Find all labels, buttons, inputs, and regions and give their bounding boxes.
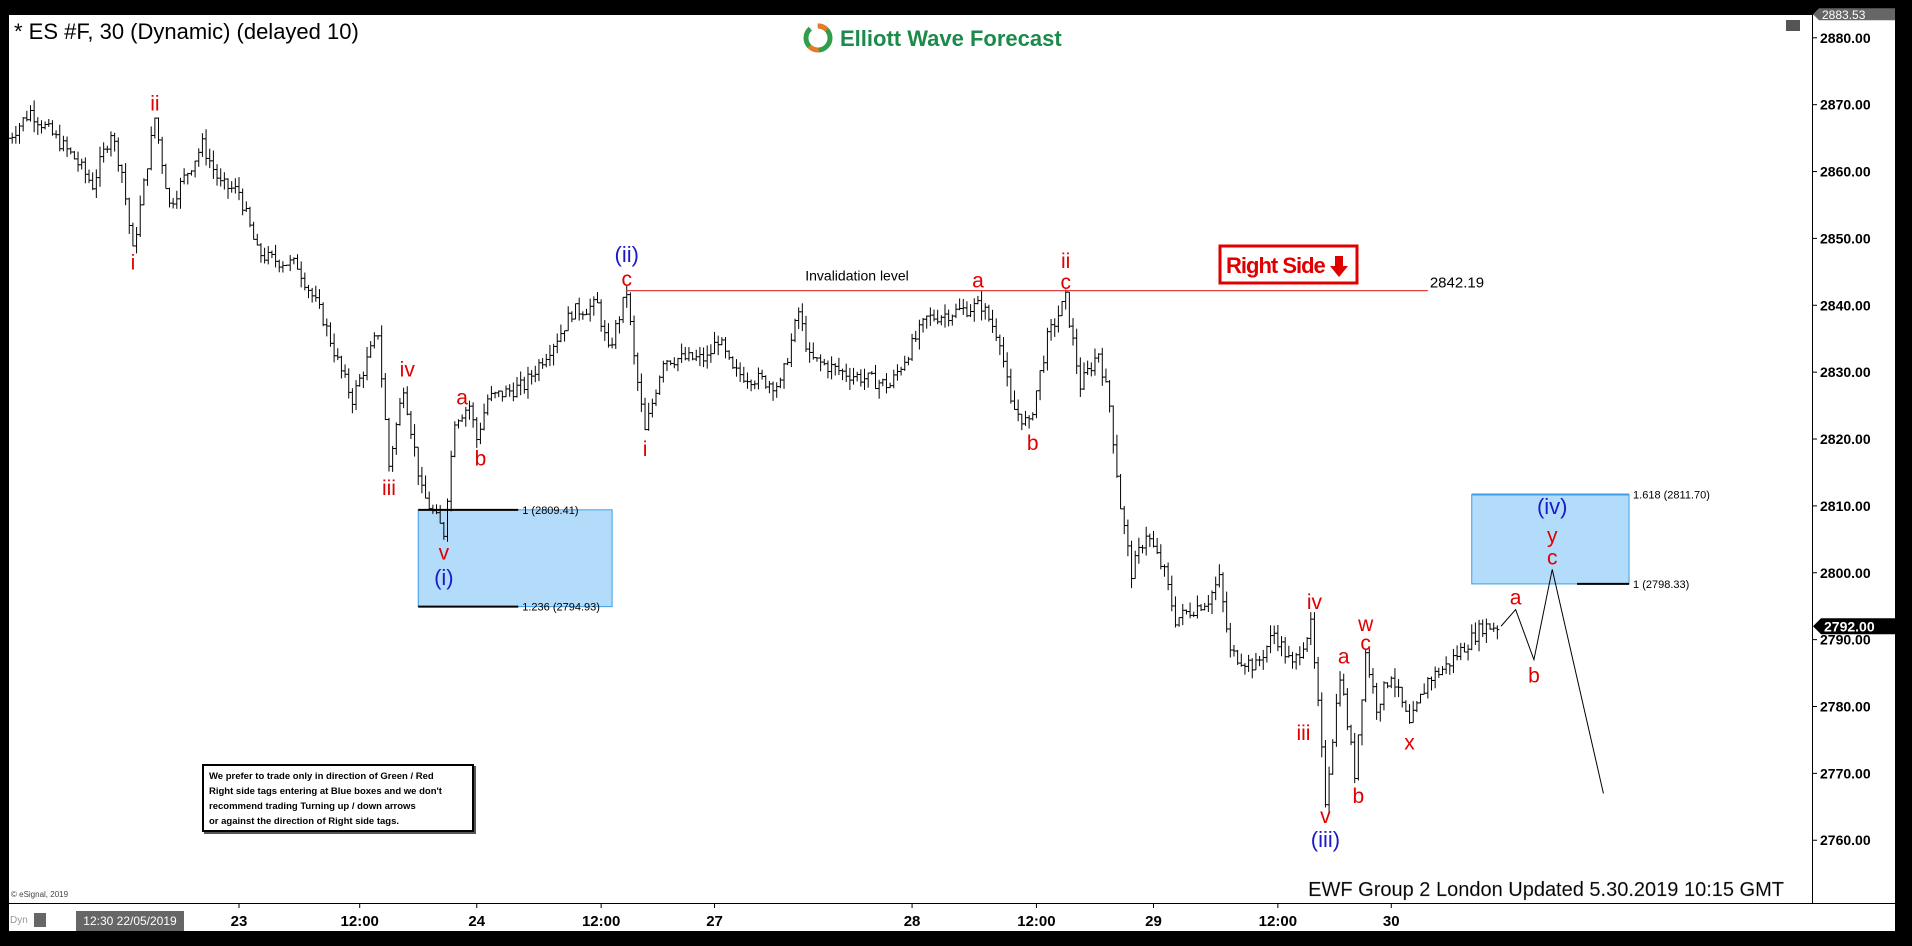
dyn-toggle-icon[interactable]	[34, 913, 46, 927]
wave-label: b	[1027, 432, 1039, 455]
note-line: recommend trading Turning up / down arro…	[209, 801, 416, 812]
wave-label: b	[1352, 785, 1364, 808]
wave-label: i	[131, 251, 136, 274]
time-axis	[9, 904, 1895, 931]
wave-label: a	[456, 387, 468, 410]
x-tick-label: 12:00	[341, 913, 379, 930]
y-tick-label: 2770.00	[1820, 765, 1871, 781]
wave-label: (iv)	[1537, 494, 1568, 519]
wave-label: c	[621, 268, 632, 291]
top-price-tag	[1813, 8, 1895, 21]
y-tick-label: 2790.00	[1820, 632, 1871, 648]
fib-level-label: 1.618 (2811.70)	[1633, 490, 1710, 502]
wave-label: (ii)	[615, 242, 639, 267]
x-tick-label: 28	[904, 913, 921, 930]
logo-text: Elliott Wave Forecast	[840, 26, 1062, 51]
start-date: 12:30 22/05/2019	[83, 914, 177, 928]
wave-label: b	[1528, 665, 1540, 688]
invalidation-label: Invalidation level	[805, 268, 909, 284]
y-tick-label: 2860.00	[1820, 164, 1871, 180]
plot-area	[9, 15, 1812, 903]
wave-label: (i)	[434, 565, 454, 590]
wave-label: iv	[400, 358, 416, 381]
x-tick-label: 12:00	[1259, 913, 1297, 930]
wave-label: v	[1320, 805, 1331, 828]
wave-label: a	[972, 270, 984, 293]
dyn-label: Dyn	[10, 915, 28, 926]
projection-path	[1500, 569, 1604, 794]
price-axis	[1813, 15, 1895, 903]
wave-label: iv	[1307, 591, 1323, 614]
wave-label: iii	[382, 477, 396, 500]
top-price-label: 2883.53	[1822, 8, 1866, 22]
wave-label: (iii)	[1311, 827, 1340, 852]
right-side-label: Right Side	[1226, 253, 1326, 278]
last-price-tag	[1813, 618, 1895, 635]
y-tick-label: 2830.00	[1820, 364, 1871, 380]
wave-label: ii	[150, 92, 159, 115]
copyright: © eSignal, 2019	[11, 890, 69, 899]
wave-label: v	[439, 542, 450, 565]
wave-label: w	[1357, 613, 1374, 636]
start-date-box	[76, 911, 184, 931]
y-tick-label: 2820.00	[1820, 431, 1871, 447]
chart-title: * ES #F, 30 (Dynamic) (delayed 10)	[14, 19, 359, 44]
footer-updated: EWF Group 2 London Updated 5.30.2019 10:…	[1308, 879, 1784, 901]
y-tick-label: 2870.00	[1820, 97, 1871, 113]
x-tick-label: 24	[468, 913, 485, 930]
x-tick-label: 30	[1383, 913, 1400, 930]
wave-label: b	[475, 447, 487, 470]
y-tick-label: 2850.00	[1820, 230, 1871, 246]
wave-label: y	[1547, 524, 1558, 547]
wave-label: ii	[1061, 250, 1070, 273]
y-tick-label: 2780.00	[1820, 699, 1871, 715]
wave-label: a	[1338, 645, 1350, 668]
wave-label: iii	[1296, 722, 1310, 745]
note-line: Right side tags entering at Blue boxes a…	[209, 786, 442, 797]
note-line: We prefer to trade only in direction of …	[209, 771, 434, 782]
y-tick-label: 2840.00	[1820, 297, 1871, 313]
x-tick-label: 27	[706, 913, 723, 930]
invalidation-value: 2842.19	[1430, 275, 1484, 292]
y-tick-label: 2880.00	[1820, 30, 1871, 46]
fib-level-label: 1 (2798.33)	[1633, 579, 1689, 591]
wave-label: a	[1510, 587, 1522, 610]
y-tick-label: 2800.00	[1820, 565, 1871, 581]
wave-label: c	[1360, 632, 1371, 655]
y-tick-label: 2760.00	[1820, 832, 1871, 848]
wave-label: c	[1547, 546, 1558, 569]
restore-window-icon[interactable]	[1786, 20, 1800, 31]
last-price-label: 2792.00	[1824, 618, 1875, 634]
arrow-down-icon	[1330, 256, 1348, 277]
x-tick-label: 12:00	[582, 913, 620, 930]
y-tick-label: 2810.00	[1820, 498, 1871, 514]
x-tick-label: 23	[231, 913, 248, 930]
logo: Elliott Wave Forecast	[803, 23, 1062, 53]
wave-label: c	[1060, 271, 1071, 294]
trading-note: We prefer to trade only in direction of …	[202, 764, 474, 832]
x-tick-label: 29	[1145, 913, 1162, 930]
wave-label: i	[643, 438, 648, 461]
fib-level-label: 1 (2809.41)	[522, 505, 578, 517]
wave-label: x	[1404, 732, 1415, 755]
target-box	[417, 509, 613, 608]
x-tick-label: 12:00	[1017, 913, 1055, 930]
fib-level-label: 1.236 (2794.93)	[522, 602, 600, 614]
right-side-tag	[1218, 244, 1359, 285]
note-line: or against the direction of Right side t…	[209, 816, 400, 827]
